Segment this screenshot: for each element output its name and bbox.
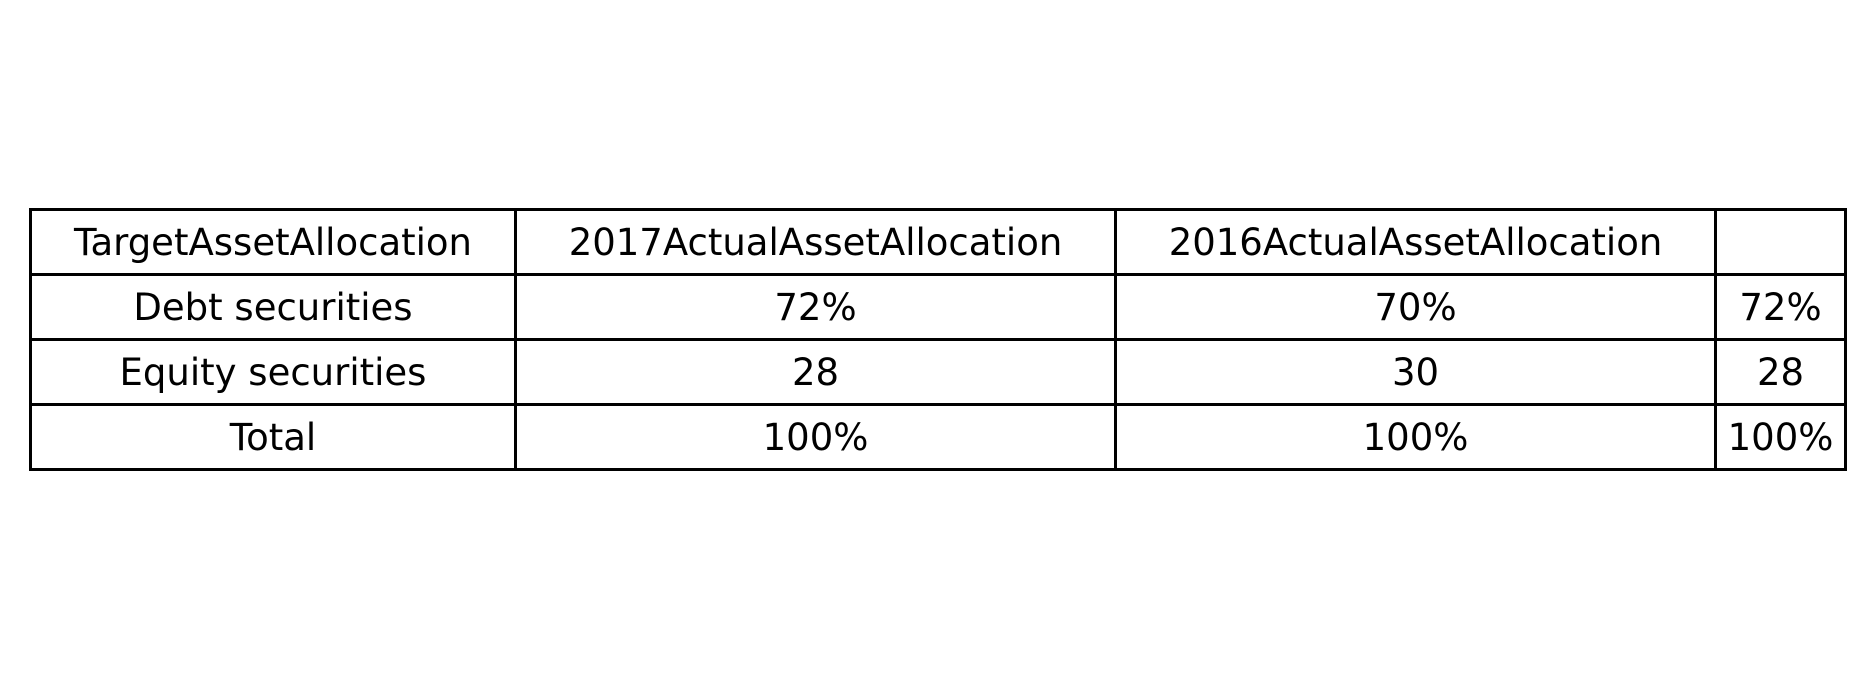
table-cell: 100% [514,403,1117,471]
table-row: Total 100% 100% 100% [29,403,1847,471]
asset-allocation-table: TargetAssetAllocation 2017ActualAssetAll… [29,208,1847,471]
table-row: Debt securities 72% 70% 72% [29,273,1847,341]
table-cell: 100% [1114,403,1717,471]
table-row: Equity securities 28 30 28 [29,338,1847,406]
table-cell: 70% [1114,273,1717,341]
header-cell-2017-actual-asset-allocation: 2017ActualAssetAllocation [514,208,1117,276]
asset-allocation-table-container: TargetAssetAllocation 2017ActualAssetAll… [29,208,1847,471]
header-cell-2016-actual-asset-allocation: 2016ActualAssetAllocation [1114,208,1717,276]
table-cell: 72% [514,273,1117,341]
header-cell-target-asset-allocation: TargetAssetAllocation [29,208,517,276]
row-label-debt-securities: Debt securities [29,273,517,341]
table-cell: 30 [1114,338,1717,406]
table-cell: 72% [1714,273,1847,341]
row-label-total: Total [29,403,517,471]
table-header-row: TargetAssetAllocation 2017ActualAssetAll… [29,208,1847,276]
table-cell: 28 [514,338,1117,406]
header-cell-empty [1714,208,1847,276]
table-cell: 28 [1714,338,1847,406]
table-cell: 100% [1714,403,1847,471]
row-label-equity-securities: Equity securities [29,338,517,406]
